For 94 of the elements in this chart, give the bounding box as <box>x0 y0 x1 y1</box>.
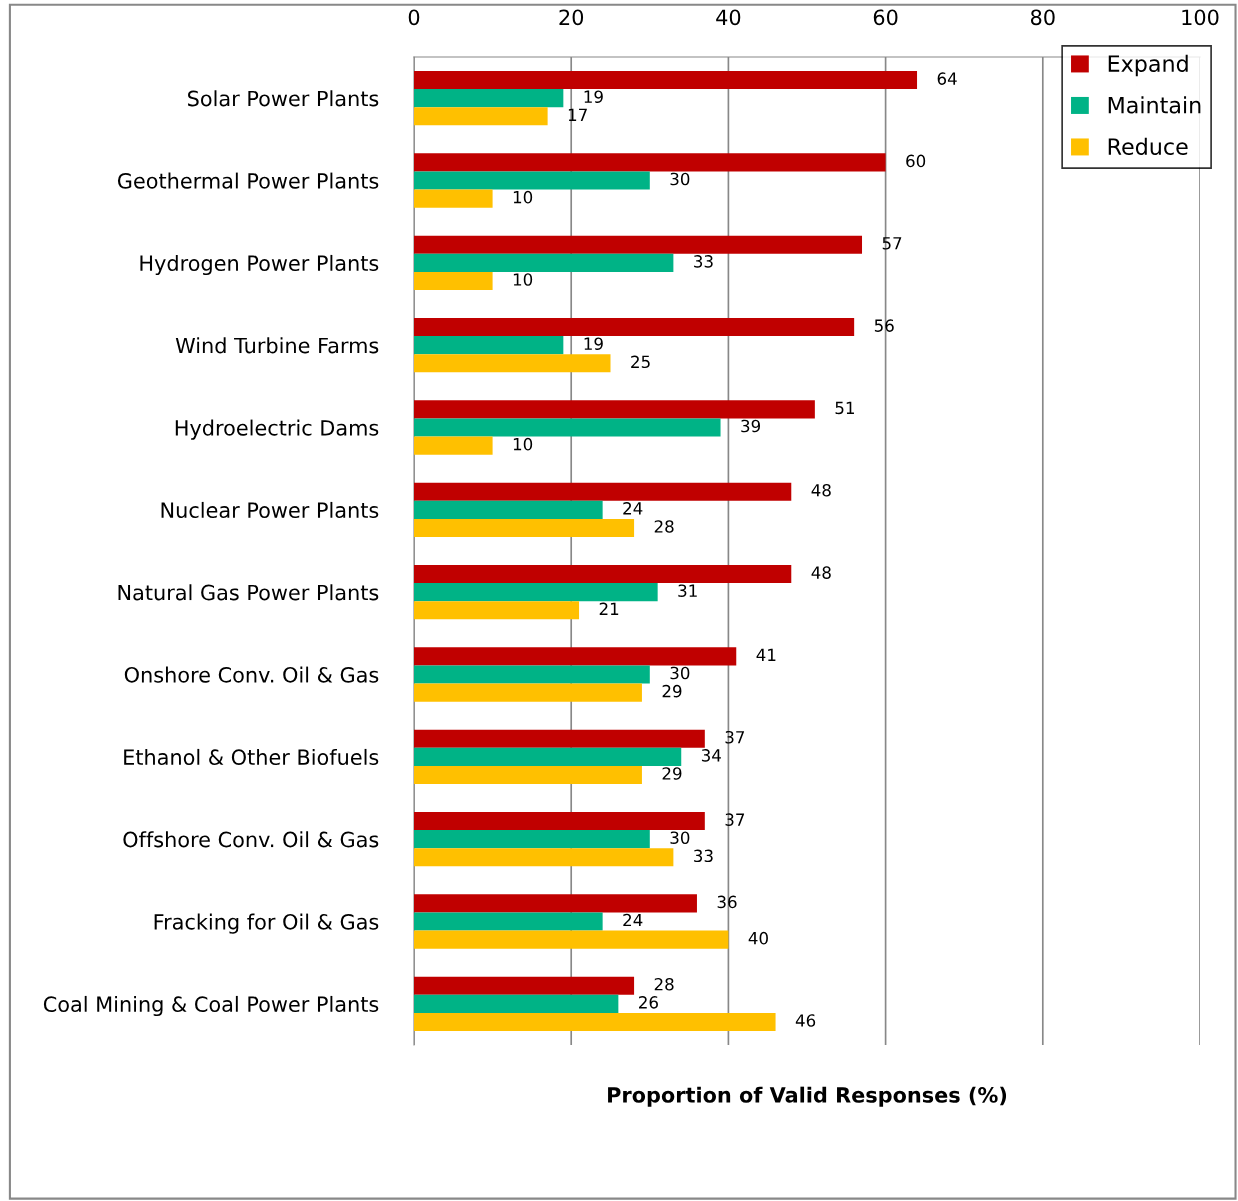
bar <box>414 830 650 849</box>
data-label: 48 <box>811 566 831 579</box>
bar <box>414 912 603 931</box>
bar <box>414 482 792 501</box>
data-label: 34 <box>701 749 721 762</box>
data-label: 28 <box>654 977 674 991</box>
x-tick-label: 60 <box>873 9 898 26</box>
y-tick-label: Coal Mining & Coal Power Plants <box>43 995 379 1017</box>
bar <box>414 976 635 995</box>
data-label: 46 <box>795 1014 816 1027</box>
data-label: 40 <box>748 931 768 945</box>
data-label: 28 <box>654 520 674 533</box>
data-label: 17 <box>568 108 587 121</box>
data-label: 57 <box>882 237 902 250</box>
data-label: 24 <box>623 502 643 515</box>
bar <box>414 729 705 748</box>
y-tick-label: Solar Power Plants <box>188 90 379 107</box>
data-label: 41 <box>756 648 776 661</box>
bar <box>414 271 493 290</box>
data-label: 21 <box>599 602 619 615</box>
bar <box>414 894 697 913</box>
bar <box>414 930 729 949</box>
bar <box>414 71 918 90</box>
data-label: 10 <box>513 273 533 286</box>
data-label: 48 <box>811 483 831 497</box>
data-label: 31 <box>678 584 697 597</box>
data-label: 37 <box>725 730 745 744</box>
data-label: 10 <box>513 190 533 204</box>
x-tick-label: 80 <box>1030 9 1055 26</box>
bar <box>414 171 650 190</box>
data-label: 30 <box>670 666 690 680</box>
bar <box>414 400 815 419</box>
bar <box>414 812 705 831</box>
bar <box>414 318 855 337</box>
bar <box>414 565 792 584</box>
legend-label: Reduce <box>1108 137 1188 155</box>
y-tick-label: Hydrogen Power Plants <box>140 254 379 276</box>
y-tick-label: Onshore Conv. Oil & Gas <box>124 666 379 683</box>
data-label: 25 <box>631 355 650 369</box>
y-tick-label: Offshore Conv. Oil & Gas <box>123 831 379 848</box>
legend-label: Maintain <box>1108 96 1201 114</box>
data-label: 29 <box>662 684 682 698</box>
bar <box>414 518 635 537</box>
data-label: 30 <box>670 831 690 844</box>
bar <box>414 848 674 867</box>
bar <box>414 601 580 620</box>
x-tick-label: 20 <box>559 9 584 26</box>
y-tick-label: Fracking for Oil & Gas <box>154 913 379 934</box>
y-tick-label: Natural Gas Power Plants <box>118 584 379 601</box>
data-label: 30 <box>670 172 690 186</box>
data-label: 56 <box>874 319 894 332</box>
data-label: 33 <box>694 255 713 268</box>
y-tick-label: Ethanol & Other Biofuels <box>124 748 379 766</box>
bar <box>414 765 642 784</box>
bar <box>414 235 863 254</box>
data-label: 60 <box>906 154 926 168</box>
data-label: 24 <box>623 913 643 927</box>
bar <box>414 153 886 172</box>
bar <box>414 336 564 355</box>
bar <box>414 189 493 208</box>
bar <box>414 107 548 126</box>
bar <box>414 665 650 684</box>
data-label: 36 <box>717 895 737 909</box>
data-label: 37 <box>725 813 745 826</box>
data-label: 64 <box>937 72 957 85</box>
data-label: 51 <box>835 401 854 415</box>
bar <box>414 647 737 666</box>
x-tick-label: 40 <box>716 9 741 26</box>
x-tick-label: 0 <box>408 9 420 26</box>
y-tick-label: Geothermal Power Plants <box>117 172 379 189</box>
data-label: 19 <box>584 90 603 103</box>
bar <box>414 354 611 373</box>
data-label: 26 <box>639 996 658 1009</box>
data-label: 19 <box>584 337 603 350</box>
x-tick-label: 100 <box>1182 9 1219 26</box>
legend-label: Expand <box>1108 54 1188 77</box>
bar <box>414 89 564 108</box>
bar <box>414 436 493 455</box>
data-label: 33 <box>694 849 713 863</box>
y-tick-label: Nuclear Power Plants <box>161 501 379 519</box>
data-label: 39 <box>741 419 761 433</box>
bar <box>414 418 721 437</box>
y-tick-label: Wind Turbine Farms <box>175 337 379 354</box>
y-tick-label: Hydroelectric Dams <box>175 419 379 440</box>
bar <box>414 253 674 272</box>
bar <box>414 994 619 1013</box>
bar <box>414 500 603 519</box>
bar <box>414 747 682 766</box>
x-axis-title: Proportion of Valid Responses (%) <box>608 1086 1007 1107</box>
bar <box>414 683 642 702</box>
data-label: 10 <box>513 437 533 451</box>
bar <box>414 583 658 602</box>
data-label: 29 <box>662 767 682 780</box>
bar <box>414 1012 776 1031</box>
